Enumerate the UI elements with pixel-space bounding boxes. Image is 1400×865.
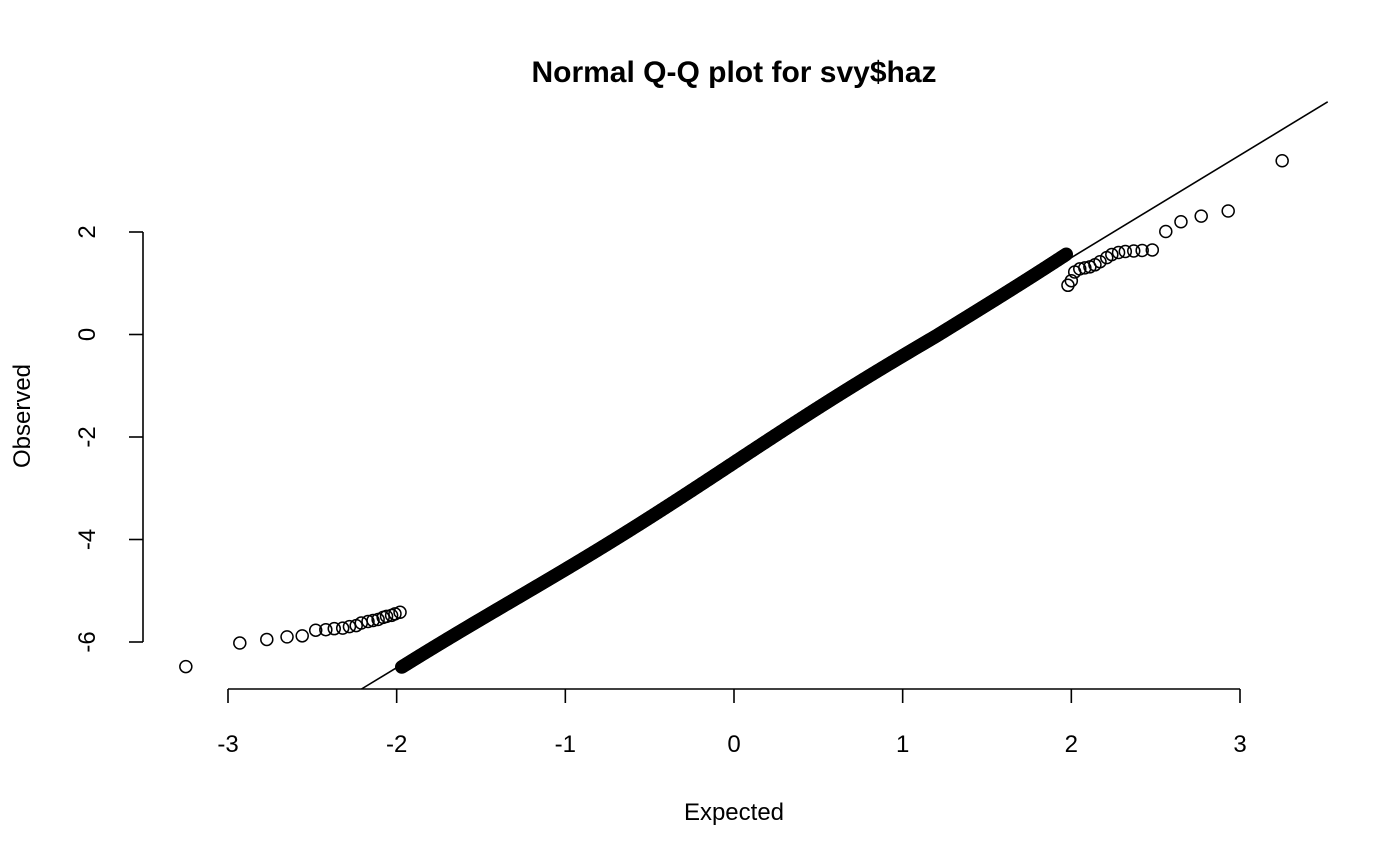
qq-point (327, 621, 342, 636)
qq-point (1105, 247, 1119, 262)
qq-point (260, 632, 274, 647)
x-tick-label: 2 (1065, 731, 1078, 758)
y-tick-label: 2 (74, 225, 101, 238)
qq-point (1073, 262, 1087, 276)
x-tick-label: -3 (217, 731, 238, 758)
x-tick-label: 1 (896, 731, 909, 758)
x-axis: -3 -2 -1 0 1 2 3 (217, 688, 1247, 758)
qq-point (1145, 243, 1160, 257)
qq-point (379, 609, 394, 624)
qq-point (1078, 261, 1092, 275)
y-axis-title: Observed (9, 364, 36, 468)
y-tick-label: -2 (74, 426, 101, 447)
qq-point (1059, 247, 1074, 262)
y-axis: -6 -4 -2 0 2 (74, 225, 144, 653)
qq-point (1275, 154, 1289, 168)
qq-point (179, 659, 193, 674)
y-tick-label: 0 (74, 328, 101, 341)
qq-point (280, 630, 294, 644)
qq-point (319, 622, 333, 637)
qq-point (393, 605, 407, 620)
qq-point (233, 636, 247, 650)
qq-point (1111, 245, 1126, 260)
qq-point (1118, 244, 1133, 259)
qq-point (1135, 243, 1149, 258)
qq-point (295, 629, 309, 643)
qq-point (1093, 254, 1107, 269)
y-tick-label: -4 (74, 529, 101, 550)
x-tick-label: 0 (727, 731, 740, 758)
qq-point (1159, 224, 1173, 239)
qq-point (361, 614, 375, 629)
y-tick-label: -6 (74, 631, 101, 652)
qq-point (1221, 204, 1235, 218)
qq-point (1174, 215, 1188, 229)
qq-point (1064, 273, 1079, 288)
qq-point (335, 621, 350, 635)
x-tick-label: -2 (386, 731, 407, 758)
x-tick-label: -1 (555, 731, 576, 758)
qq-point (366, 613, 380, 628)
qq-point (1126, 244, 1141, 258)
x-axis-title: Expected (684, 799, 784, 826)
qq-point (1194, 209, 1208, 223)
qq-point (342, 619, 357, 634)
x-tick-label: 3 (1233, 731, 1246, 758)
data-points-layer (179, 154, 1289, 674)
qq-point (308, 623, 323, 637)
chart-title: Normal Q-Q plot for svy$haz (531, 56, 936, 89)
